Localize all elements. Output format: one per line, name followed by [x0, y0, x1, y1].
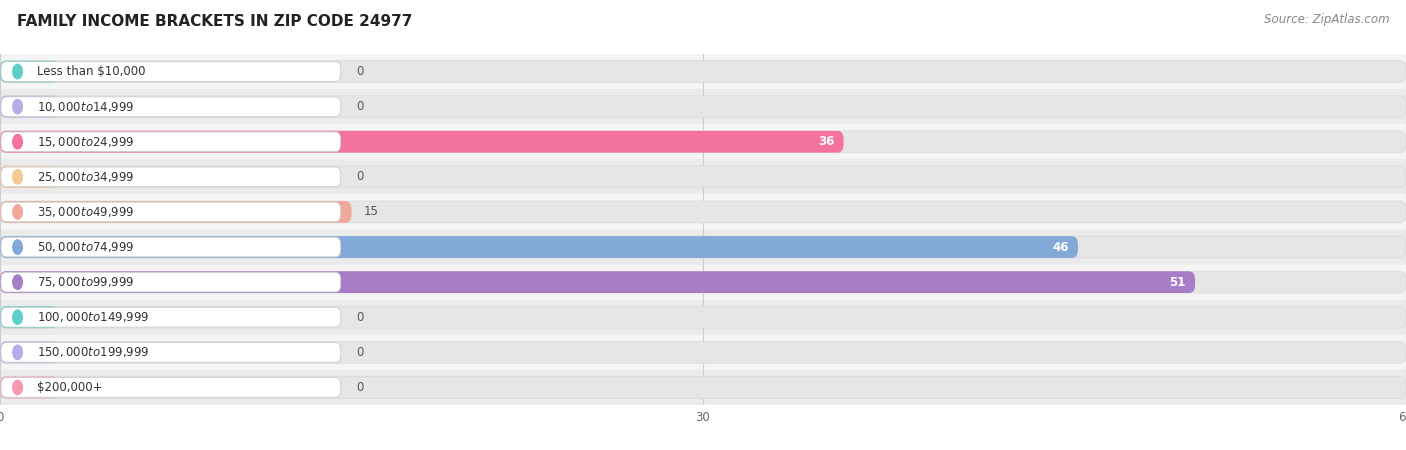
FancyBboxPatch shape	[0, 271, 1406, 293]
Bar	[0, 124, 1406, 159]
Text: Source: ZipAtlas.com: Source: ZipAtlas.com	[1264, 14, 1389, 27]
Text: 0: 0	[356, 346, 364, 359]
Text: 0: 0	[356, 311, 364, 324]
Circle shape	[13, 240, 22, 254]
Circle shape	[13, 380, 22, 395]
Circle shape	[13, 345, 22, 360]
FancyBboxPatch shape	[1, 97, 340, 117]
FancyBboxPatch shape	[0, 131, 844, 153]
Text: $75,000 to $99,999: $75,000 to $99,999	[38, 275, 135, 289]
Text: 15: 15	[363, 206, 378, 218]
FancyBboxPatch shape	[1, 378, 340, 397]
Text: Less than $10,000: Less than $10,000	[38, 65, 146, 78]
Text: $200,000+: $200,000+	[38, 381, 103, 394]
FancyBboxPatch shape	[1, 167, 340, 187]
FancyBboxPatch shape	[1, 342, 340, 362]
Bar	[0, 54, 1406, 89]
Bar	[0, 89, 1406, 124]
Circle shape	[13, 310, 22, 324]
Circle shape	[13, 135, 22, 149]
FancyBboxPatch shape	[1, 237, 340, 257]
FancyBboxPatch shape	[0, 306, 59, 328]
FancyBboxPatch shape	[0, 96, 59, 117]
FancyBboxPatch shape	[1, 307, 340, 327]
FancyBboxPatch shape	[0, 61, 59, 82]
FancyBboxPatch shape	[0, 377, 1406, 398]
Text: $50,000 to $74,999: $50,000 to $74,999	[38, 240, 135, 254]
Bar	[0, 194, 1406, 230]
FancyBboxPatch shape	[0, 166, 59, 188]
Text: 0: 0	[356, 171, 364, 183]
FancyBboxPatch shape	[1, 272, 340, 292]
Text: $100,000 to $149,999: $100,000 to $149,999	[38, 310, 150, 324]
FancyBboxPatch shape	[0, 377, 59, 398]
Circle shape	[13, 170, 22, 184]
Text: 36: 36	[818, 135, 834, 148]
FancyBboxPatch shape	[0, 342, 59, 363]
FancyBboxPatch shape	[0, 131, 1406, 153]
Bar	[0, 370, 1406, 405]
Bar	[0, 159, 1406, 194]
FancyBboxPatch shape	[0, 61, 1406, 82]
Text: $10,000 to $14,999: $10,000 to $14,999	[38, 99, 135, 114]
FancyBboxPatch shape	[0, 271, 1195, 293]
FancyBboxPatch shape	[0, 342, 1406, 363]
Text: $15,000 to $24,999: $15,000 to $24,999	[38, 135, 135, 149]
Text: 0: 0	[356, 381, 364, 394]
FancyBboxPatch shape	[0, 201, 352, 223]
FancyBboxPatch shape	[0, 236, 1078, 258]
FancyBboxPatch shape	[1, 132, 340, 152]
Text: 0: 0	[356, 100, 364, 113]
Text: FAMILY INCOME BRACKETS IN ZIP CODE 24977: FAMILY INCOME BRACKETS IN ZIP CODE 24977	[17, 14, 412, 28]
Bar	[0, 335, 1406, 370]
FancyBboxPatch shape	[1, 202, 340, 222]
FancyBboxPatch shape	[1, 62, 340, 81]
Text: $25,000 to $34,999: $25,000 to $34,999	[38, 170, 135, 184]
Text: 51: 51	[1170, 276, 1185, 288]
Circle shape	[13, 275, 22, 289]
Text: $35,000 to $49,999: $35,000 to $49,999	[38, 205, 135, 219]
Text: 0: 0	[356, 65, 364, 78]
FancyBboxPatch shape	[0, 166, 1406, 188]
Circle shape	[13, 205, 22, 219]
Bar	[0, 230, 1406, 265]
FancyBboxPatch shape	[0, 236, 1406, 258]
Circle shape	[13, 99, 22, 114]
FancyBboxPatch shape	[0, 306, 1406, 328]
Text: 46: 46	[1052, 241, 1069, 253]
FancyBboxPatch shape	[0, 96, 1406, 117]
Circle shape	[13, 64, 22, 79]
Bar	[0, 265, 1406, 300]
FancyBboxPatch shape	[0, 201, 1406, 223]
Text: $150,000 to $199,999: $150,000 to $199,999	[38, 345, 150, 360]
Bar	[0, 300, 1406, 335]
